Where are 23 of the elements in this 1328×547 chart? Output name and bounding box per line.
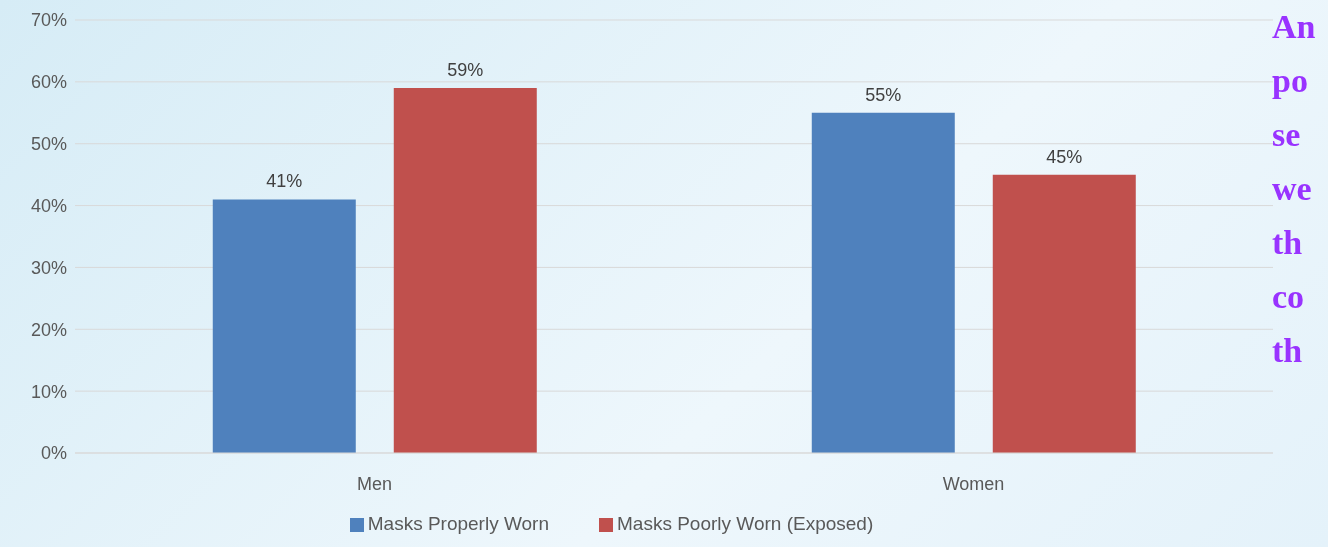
annotation: th: [1272, 223, 1304, 263]
y-tick-label: 10%: [30, 381, 67, 402]
annotation: An: [1272, 7, 1316, 47]
annotation: we: [1272, 169, 1313, 209]
data-label: 41%: [266, 171, 303, 192]
data-label: 45%: [1046, 146, 1083, 167]
y-tick-label: 20%: [30, 319, 67, 340]
y-tick-label: 50%: [30, 134, 67, 155]
annotation: po: [1272, 61, 1309, 101]
annotation: th: [1272, 331, 1304, 371]
x-tick-label: Women: [942, 473, 1005, 494]
data-label: 59%: [447, 60, 484, 81]
data-label: 55%: [865, 84, 902, 105]
y-tick-label: 40%: [30, 195, 67, 216]
annotation: se: [1272, 115, 1302, 155]
x-tick-label: Men: [356, 473, 393, 494]
y-tick-label: 60%: [30, 72, 67, 93]
legend-label: Masks Properly Worn: [367, 513, 550, 534]
legend-label: Masks Poorly Worn (Exposed): [617, 513, 874, 534]
annotation: co: [1272, 277, 1306, 317]
y-tick-label: 30%: [30, 257, 67, 278]
y-tick-label: 70%: [30, 10, 67, 31]
y-tick-label: 0%: [40, 443, 67, 464]
